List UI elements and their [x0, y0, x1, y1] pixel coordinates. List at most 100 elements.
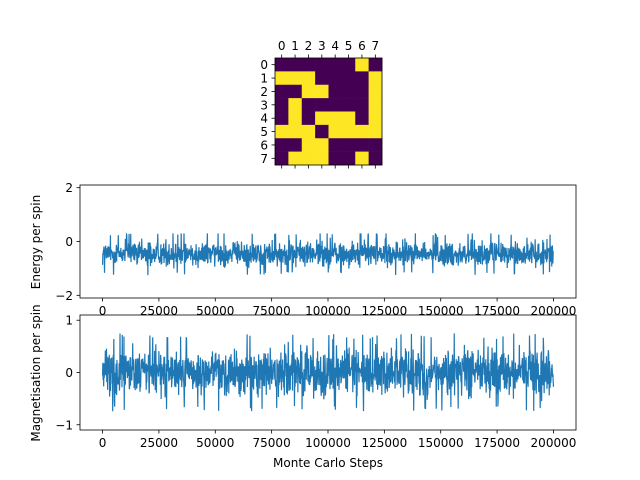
lattice-cell: [288, 124, 303, 139]
energy-x-tick-label: 50000: [196, 304, 234, 318]
lattice-cell: [355, 58, 369, 72]
lattice-cell: [315, 58, 329, 72]
lattice-cell: [355, 151, 369, 166]
lattice-cell: [288, 151, 303, 166]
energy-y-tick-label: 2: [65, 181, 73, 195]
lattice-cell: [315, 151, 329, 166]
lattice-y-tick-label: 6: [260, 138, 268, 152]
lattice-cell: [341, 138, 356, 152]
lattice-x-tick-label: 4: [331, 39, 339, 53]
magnetisation-ylabel: Magnetisation per spin: [29, 304, 43, 441]
lattice-y-tick-label: 2: [260, 85, 268, 99]
energy-panel: Energy per spin 0 25000 50000 75000 100000 12…: [29, 181, 577, 318]
lattice-cell: [341, 84, 356, 99]
lattice-frame: [274, 57, 383, 166]
energy-ylabel: Energy per spin: [29, 195, 43, 289]
lattice-x-tick-label: 5: [345, 39, 353, 53]
lattice-cell: [288, 138, 303, 152]
magnetisation-x-tick-label: 25000: [140, 436, 178, 450]
lattice-cell: [275, 84, 289, 99]
lattice-cell: [301, 124, 316, 139]
energy-x-tick-label: 0: [99, 304, 107, 318]
lattice-cell: [341, 98, 356, 112]
lattice-cell: [368, 138, 383, 152]
energy-y-tick-label: −2: [55, 289, 73, 303]
energy-x-tick-label: 100000: [305, 304, 351, 318]
lattice-cell: [301, 58, 316, 72]
lattice-cell: [368, 151, 383, 166]
lattice-cell: [275, 151, 289, 166]
lattice-cell: [368, 124, 383, 139]
lattice-cell: [341, 124, 356, 139]
lattice-x-tick-label: 7: [371, 39, 379, 53]
lattice-cell: [328, 151, 343, 166]
lattice-cell: [275, 58, 289, 72]
magnetisation-x-tick-label: 175000: [474, 436, 520, 450]
lattice-cell: [315, 111, 329, 126]
lattice-cell: [301, 151, 316, 166]
lattice-cell: [368, 111, 383, 126]
lattice-cell: [328, 98, 343, 112]
lattice-cell: [328, 84, 343, 99]
magnetisation-x-tick-label: 50000: [196, 436, 234, 450]
lattice-cell: [301, 111, 316, 126]
energy-x-tick-label: 175000: [474, 304, 520, 318]
energy-x-tick-label: 75000: [253, 304, 291, 318]
lattice-cell: [288, 58, 303, 72]
lattice-x-tick-label: 3: [318, 39, 326, 53]
lattice-x-tick-label: 2: [305, 39, 313, 53]
magnetisation-xlabel: Monte Carlo Steps: [273, 456, 383, 470]
lattice-x-tick-label: 1: [291, 39, 299, 53]
lattice-cell: [288, 71, 303, 86]
lattice-cell: [301, 98, 316, 112]
lattice-cell: [288, 84, 303, 99]
lattice-cell: [341, 58, 356, 72]
lattice-cell: [355, 124, 369, 139]
lattice-cell: [315, 71, 329, 86]
energy-y-tick-label: 0: [65, 235, 73, 249]
lattice-cell: [355, 111, 369, 126]
lattice-cell: [355, 138, 369, 152]
lattice-cell: [315, 138, 329, 152]
lattice-y-tick-label: 1: [260, 72, 268, 86]
lattice-cell: [275, 98, 289, 112]
lattice-cell: [355, 98, 369, 112]
lattice-cell: [275, 138, 289, 152]
lattice-y-tick-label: 7: [260, 152, 268, 166]
energy-x-tick-label: 150000: [418, 304, 464, 318]
lattice-cell: [275, 71, 289, 86]
lattice-y-tick-label: 0: [260, 58, 268, 72]
magnetisation-y-tick-label: −1: [55, 418, 73, 432]
magnetisation-x-tick-label: 125000: [361, 436, 407, 450]
energy-x-tick-label: 25000: [140, 304, 178, 318]
magnetisation-x-tick-label: 200000: [531, 436, 577, 450]
lattice-cell: [301, 71, 316, 86]
magnetisation-trace: [101, 333, 555, 412]
lattice-cell: [368, 98, 383, 112]
lattice-cell: [275, 111, 289, 126]
lattice-cell: [341, 111, 356, 126]
lattice-x-tick-label: 0: [278, 39, 286, 53]
lattice-y-tick-label: 4: [260, 112, 268, 126]
magnetisation-x-tick-label: 75000: [253, 436, 291, 450]
lattice-cell: [328, 138, 343, 152]
lattice-cell: [341, 71, 356, 86]
lattice-cell: [328, 58, 343, 72]
magnetisation-x-tick-label: 150000: [418, 436, 464, 450]
lattice-cell: [328, 124, 343, 139]
magnetisation-x-tick-label: 100000: [305, 436, 351, 450]
magnetisation-y-tick-label: 0: [65, 366, 73, 380]
energy-x-tick-label: 200000: [531, 304, 577, 318]
lattice-cell: [355, 84, 369, 99]
lattice-y-tick-label: 5: [260, 125, 268, 139]
energy-trace: [101, 232, 555, 276]
lattice-cell: [315, 98, 329, 112]
lattice-cell: [328, 111, 343, 126]
lattice-x-tick-label: 6: [358, 39, 366, 53]
lattice-cell: [275, 124, 289, 139]
magnetisation-x-tick-label: 0: [99, 436, 107, 450]
lattice-cell: [368, 58, 383, 72]
lattice-cell: [288, 98, 303, 112]
